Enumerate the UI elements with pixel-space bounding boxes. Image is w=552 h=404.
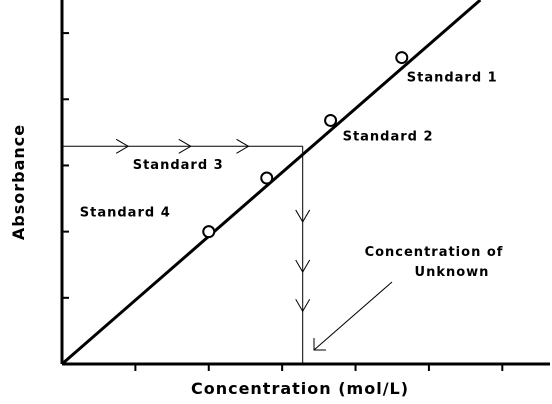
point-label: Standard 3 (133, 158, 224, 173)
standard-point (202, 225, 216, 239)
point-label: Standard 4 (80, 206, 171, 221)
point-label: Standard 1 (407, 71, 498, 86)
chevron (295, 259, 311, 274)
y-axis-label: Absorbance (9, 124, 28, 240)
annotation-arrow (313, 281, 393, 351)
chevron (295, 209, 311, 223)
annotation: Unknown (415, 265, 490, 280)
chevron (115, 138, 130, 154)
annotation: Concentration of (365, 245, 504, 260)
chevron (236, 138, 250, 154)
chevron (295, 298, 311, 313)
standard-point (260, 171, 274, 185)
point-label: Standard 2 (343, 129, 434, 144)
x-axis-label: Concentration (mol/L) (191, 379, 409, 398)
standard-point (324, 113, 338, 127)
chevron (178, 138, 192, 154)
standard-point (395, 51, 409, 65)
arrow-head (313, 338, 326, 351)
